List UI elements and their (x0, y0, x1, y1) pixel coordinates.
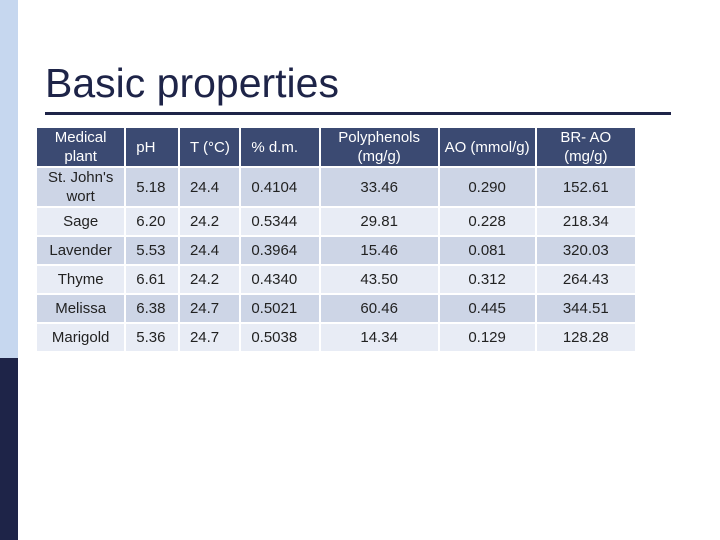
slide-title: Basic properties (45, 60, 339, 106)
table-cell: 0.228 (439, 208, 535, 235)
column-header: % d.m. (241, 128, 319, 166)
table-row: St. John's wort 5.18 24.4 0.4104 33.46 0… (37, 168, 635, 206)
table-cell: 5.18 (126, 168, 178, 206)
side-accent-bar-light (0, 0, 18, 358)
table-cell: 0.445 (439, 295, 535, 322)
table-cell: 0.129 (439, 324, 535, 351)
table-cell: 29.81 (320, 208, 438, 235)
column-header: pH (126, 128, 178, 166)
table-cell: 128.28 (536, 324, 635, 351)
table-row: Lavender 5.53 24.4 0.3964 15.46 0.081 32… (37, 237, 635, 264)
table-cell: 24.4 (179, 237, 240, 264)
table-cell: 6.20 (126, 208, 178, 235)
table-cell: 264.43 (536, 266, 635, 293)
column-header: Medical plant (37, 128, 125, 166)
table-cell: Sage (37, 208, 125, 235)
table-row: Marigold 5.36 24.7 0.5038 14.34 0.129 12… (37, 324, 635, 351)
table-row: Melissa 6.38 24.7 0.5021 60.46 0.445 344… (37, 295, 635, 322)
table-cell: 0.312 (439, 266, 535, 293)
table-cell: 15.46 (320, 237, 438, 264)
table-cell: 0.4104 (241, 168, 319, 206)
column-header: BR- AO (mg/g) (536, 128, 635, 166)
table-cell: Lavender (37, 237, 125, 264)
table-cell: 0.4340 (241, 266, 319, 293)
table-cell: 33.46 (320, 168, 438, 206)
table-cell: 24.7 (179, 324, 240, 351)
table-cell: 0.5344 (241, 208, 319, 235)
column-header: T (°C) (179, 128, 240, 166)
table-cell: 152.61 (536, 168, 635, 206)
table-cell: 24.2 (179, 208, 240, 235)
column-header: AO (mmol/g) (439, 128, 535, 166)
table-cell: 218.34 (536, 208, 635, 235)
table-cell: 24.7 (179, 295, 240, 322)
table-row: Thyme 6.61 24.2 0.4340 43.50 0.312 264.4… (37, 266, 635, 293)
table-header-row: Medical plant pH T (°C) % d.m. Polypheno… (37, 128, 635, 166)
table-cell: 320.03 (536, 237, 635, 264)
table-cell: 60.46 (320, 295, 438, 322)
table-cell: Thyme (37, 266, 125, 293)
table-cell: 24.2 (179, 266, 240, 293)
table-cell: 43.50 (320, 266, 438, 293)
table-cell: St. John's wort (37, 168, 125, 206)
table-cell: 0.5021 (241, 295, 319, 322)
table-cell: Marigold (37, 324, 125, 351)
table-row: Sage 6.20 24.2 0.5344 29.81 0.228 218.34 (37, 208, 635, 235)
table-cell: 0.290 (439, 168, 535, 206)
table-cell: 0.3964 (241, 237, 319, 264)
table-cell: 344.51 (536, 295, 635, 322)
table-cell: 0.5038 (241, 324, 319, 351)
table-cell: 14.34 (320, 324, 438, 351)
table-cell: Melissa (37, 295, 125, 322)
table-cell: 5.36 (126, 324, 178, 351)
table-cell: 0.081 (439, 237, 535, 264)
title-underline (45, 112, 671, 115)
table-cell: 6.38 (126, 295, 178, 322)
table-cell: 5.53 (126, 237, 178, 264)
table-cell: 6.61 (126, 266, 178, 293)
properties-table: Medical plant pH T (°C) % d.m. Polypheno… (35, 126, 637, 353)
table-cell: 24.4 (179, 168, 240, 206)
column-header: Polyphenols (mg/g) (320, 128, 438, 166)
side-accent-bar-dark (0, 358, 18, 540)
